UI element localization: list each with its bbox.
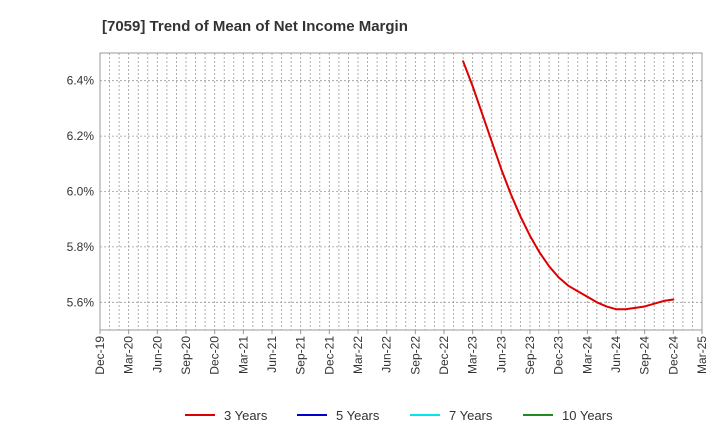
chart-title: [7059] Trend of Mean of Net Income Margi… — [102, 18, 408, 35]
x-tick-label: Mar-24 — [580, 336, 594, 374]
legend: 3 Years 5 Years 7 Years 10 Years — [185, 408, 613, 423]
legend-label: 5 Years — [336, 408, 380, 423]
x-tick-label: Jun-21 — [265, 336, 279, 373]
x-tick-label: Mar-23 — [466, 336, 480, 374]
x-tick-label: Jun-20 — [150, 336, 164, 373]
legend-label: 10 Years — [562, 408, 613, 423]
y-tick-label: 6.0% — [67, 185, 95, 199]
x-tick-label: Dec-24 — [666, 336, 680, 375]
x-tick-label: Mar-22 — [351, 336, 365, 374]
x-tick-label: Dec-20 — [208, 336, 222, 375]
x-tick-label: Dec-21 — [322, 336, 336, 375]
x-tick-label: Mar-21 — [236, 336, 250, 374]
legend-label: 7 Years — [449, 408, 493, 423]
plot-frame — [99, 52, 703, 331]
x-tick-label: Sep-20 — [179, 336, 193, 375]
legend-label: 3 Years — [224, 408, 268, 423]
y-tick-label: 6.2% — [67, 129, 95, 143]
x-tick-label: Dec-22 — [437, 336, 451, 375]
x-tick-label: Sep-22 — [408, 336, 422, 375]
x-axis: Dec-19 Mar-20 Jun-20 Sep-20 Dec-20 Mar-21 Jun-… — [93, 330, 709, 375]
y-tick-label: 6.4% — [67, 74, 95, 88]
grid — [100, 53, 702, 330]
x-tick-label: Sep-21 — [294, 336, 308, 375]
series-line-3-years — [462, 60, 675, 311]
x-tick-label: Dec-23 — [552, 336, 566, 375]
x-tick-label: Sep-23 — [523, 336, 537, 375]
y-tick-label: 5.6% — [67, 295, 95, 309]
y-axis: 5.6% 5.8% 6.0% 6.2% 6.4% — [67, 74, 95, 310]
x-tick-label: Jun-23 — [494, 336, 508, 373]
series-layer — [462, 60, 675, 311]
x-tick-label: Jun-24 — [609, 336, 623, 373]
x-tick-label: Dec-19 — [93, 336, 107, 375]
x-tick-label: Jun-22 — [380, 336, 394, 373]
x-tick-label: Sep-24 — [638, 336, 652, 375]
y-tick-label: 5.8% — [67, 240, 95, 254]
x-tick-label: Mar-20 — [122, 336, 136, 374]
x-tick-label: Mar-25 — [695, 336, 709, 374]
